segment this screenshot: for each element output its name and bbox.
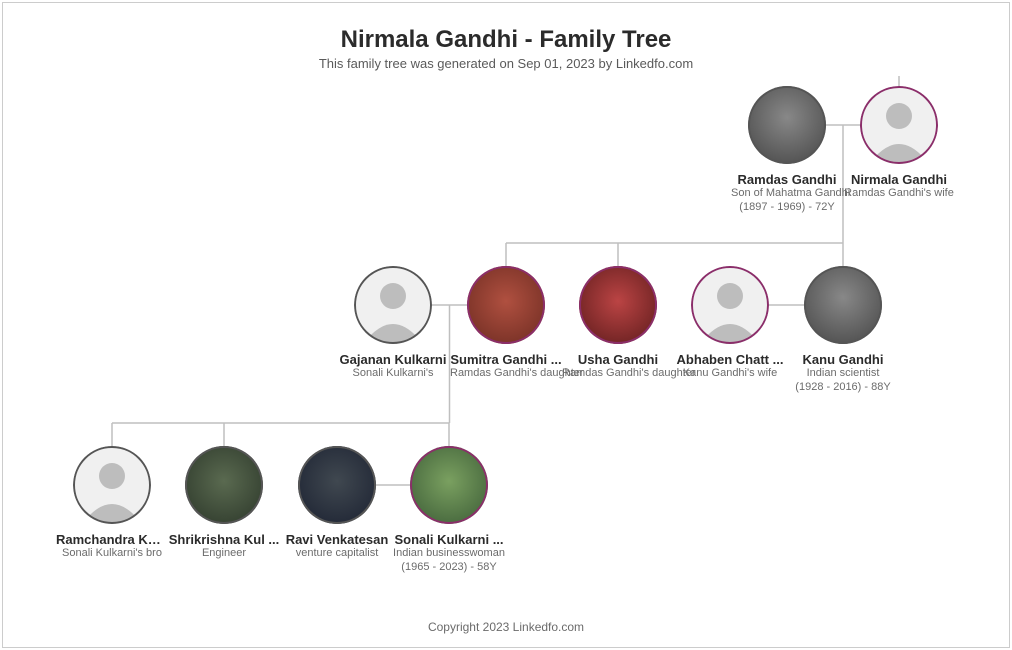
avatar (354, 266, 432, 344)
avatar (691, 266, 769, 344)
person-name: Kanu Gandhi (787, 352, 899, 367)
avatar (298, 446, 376, 524)
person-nirmala[interactable]: Nirmala GandhiRamdas Gandhi's wife (843, 86, 955, 199)
person-name: Shrikrishna Kul ... (168, 532, 280, 547)
person-desc: Indian scientist (787, 367, 899, 379)
page-title: Nirmala Gandhi - Family Tree (0, 26, 1012, 54)
avatar (860, 86, 938, 164)
avatar (73, 446, 151, 524)
person-kanu[interactable]: Kanu GandhiIndian scientist (1928 - 2016)… (787, 266, 899, 393)
avatar (467, 266, 545, 344)
person-desc: Ramdas Gandhi's daughter (450, 367, 562, 379)
person-dates: (1965 - 2023) - 58Y (393, 561, 505, 573)
person-ravi[interactable]: Ravi Venkatesanventure capitalist (281, 446, 393, 559)
avatar (185, 446, 263, 524)
person-desc: Son of Mahatma Gandhi (731, 187, 843, 199)
person-name: Abhaben Chatt ... (674, 352, 786, 367)
person-ramchandra[interactable]: Ramchandra Ku ...Sonali Kulkarni's bro (56, 446, 168, 559)
person-dates: (1928 - 2016) - 88Y (787, 381, 899, 393)
person-sonali[interactable]: Sonali Kulkarni ...Indian businesswoman (… (393, 446, 505, 573)
avatar (579, 266, 657, 344)
person-dates: (1897 - 1969) - 72Y (731, 201, 843, 213)
page-subtitle: This family tree was generated on Sep 01… (0, 56, 1012, 71)
person-desc: Engineer (168, 547, 280, 559)
avatar (748, 86, 826, 164)
person-name: Sumitra Gandhi ... (450, 352, 562, 367)
person-gajanan[interactable]: Gajanan KulkarniSonali Kulkarni's (337, 266, 449, 379)
person-desc: Sonali Kulkarni's (337, 367, 449, 379)
person-desc: Ramdas Gandhi's daughter (562, 367, 674, 379)
person-ramdas[interactable]: Ramdas GandhiSon of Mahatma Gandhi (1897 … (731, 86, 843, 213)
person-name: Ramchandra Ku ... (56, 532, 168, 547)
person-name: Gajanan Kulkarni (337, 352, 449, 367)
avatar (410, 446, 488, 524)
person-desc: Kanu Gandhi's wife (674, 367, 786, 379)
person-desc: Sonali Kulkarni's bro (56, 547, 168, 559)
person-desc: Indian businesswoman (393, 547, 505, 559)
person-desc: Ramdas Gandhi's wife (843, 187, 955, 199)
person-desc: venture capitalist (281, 547, 393, 559)
person-name: Usha Gandhi (562, 352, 674, 367)
person-name: Sonali Kulkarni ... (393, 532, 505, 547)
person-usha[interactable]: Usha GandhiRamdas Gandhi's daughter (562, 266, 674, 379)
person-name: Ramdas Gandhi (731, 172, 843, 187)
person-name: Ravi Venkatesan (281, 532, 393, 547)
avatar (804, 266, 882, 344)
person-name: Nirmala Gandhi (843, 172, 955, 187)
person-abhaben[interactable]: Abhaben Chatt ...Kanu Gandhi's wife (674, 266, 786, 379)
person-shrikrishna[interactable]: Shrikrishna Kul ...Engineer (168, 446, 280, 559)
person-sumitra[interactable]: Sumitra Gandhi ...Ramdas Gandhi's daught… (450, 266, 562, 379)
copyright: Copyright 2023 Linkedfo.com (0, 620, 1012, 634)
